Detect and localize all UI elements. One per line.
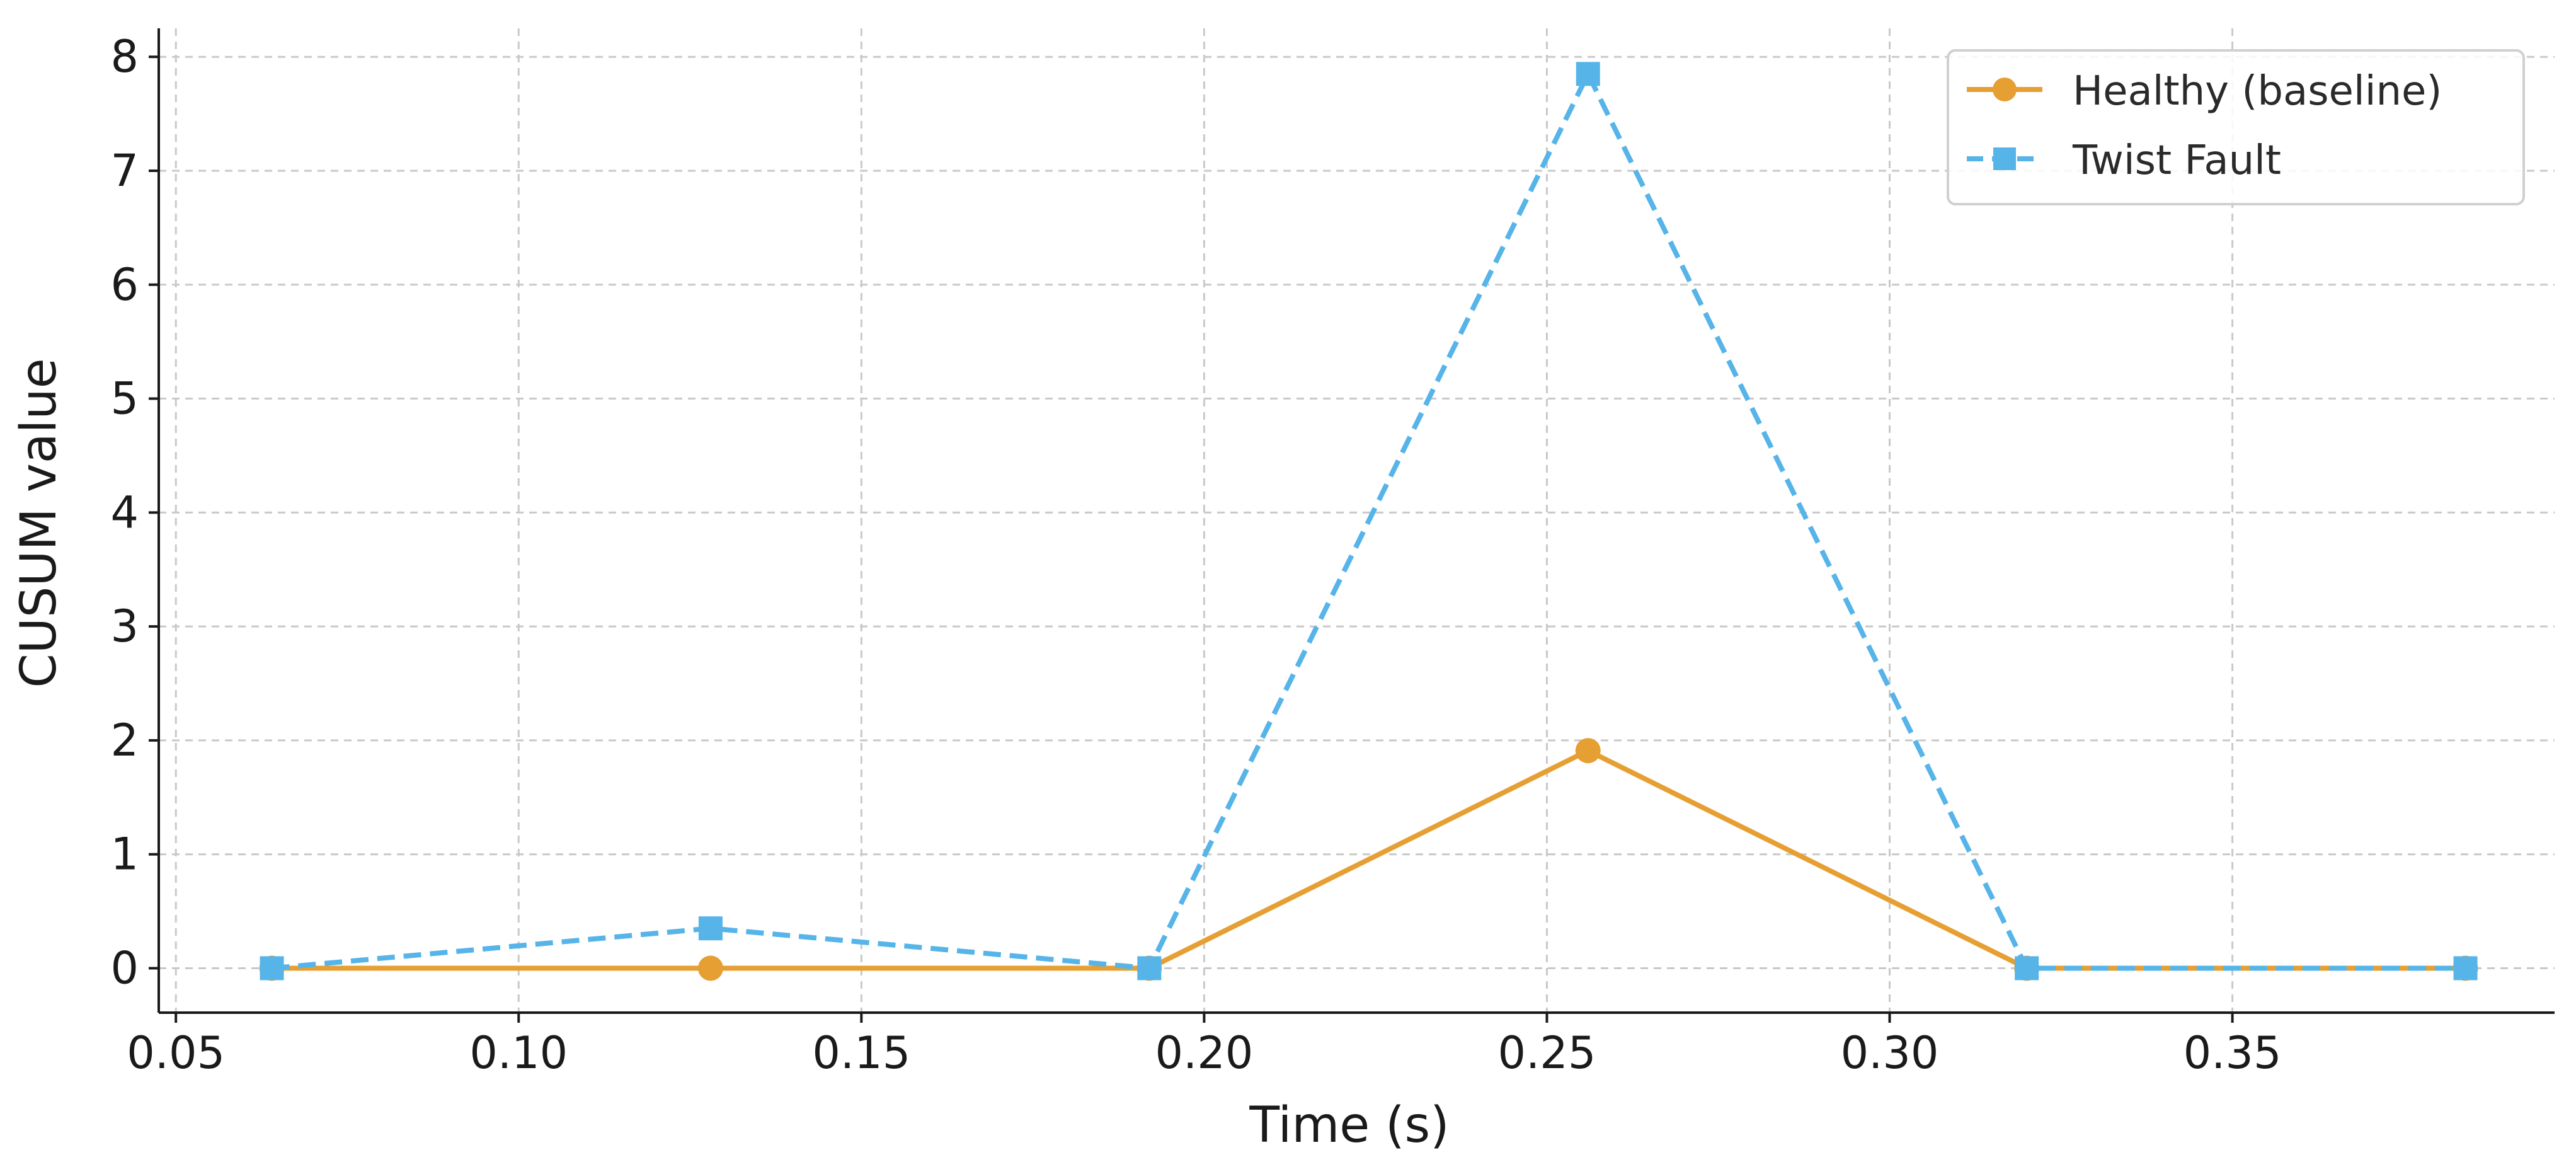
y-tick-label: 0: [110, 942, 139, 994]
legend-label: Healthy (baseline): [2073, 68, 2442, 115]
legend-marker: [1993, 78, 2017, 101]
y-tick-label: 1: [110, 829, 139, 880]
x-tick-label: 0.05: [127, 1027, 225, 1079]
data-point: [2015, 956, 2039, 981]
y-tick-label: 8: [110, 31, 139, 83]
y-tick-label: 5: [110, 373, 139, 425]
y-tick-label: 3: [110, 601, 139, 652]
x-tick-label: 0.10: [469, 1027, 568, 1079]
legend-item-1: Healthy (baseline): [1967, 68, 2442, 115]
data-point: [697, 955, 723, 981]
legend-label: Twist Fault: [2072, 137, 2281, 184]
data-point: [260, 956, 284, 981]
x-tick-label: 0.20: [1155, 1027, 1253, 1079]
y-tick-label: 7: [110, 145, 139, 197]
series-line: [272, 71, 2466, 971]
legend-item-2: Twist Fault: [1967, 137, 2281, 184]
x-tick-label: 0.25: [1498, 1027, 1596, 1079]
x-tick-label: 0.15: [812, 1027, 910, 1079]
data-point: [2453, 956, 2478, 981]
x-axis-label: Time (s): [1249, 1097, 1449, 1154]
legend-marker: [1993, 147, 2016, 170]
y-tick-label: 4: [110, 486, 139, 538]
data-point: [1137, 956, 1162, 981]
axes: 0.05 0.10 0.15 0.20 0.25 0.30 0.35 0 1 2 3 4 5 6 7 8: [110, 28, 2555, 1079]
x-tick-label: 0.35: [2184, 1027, 2282, 1079]
legend: Healthy (baseline) Twist Fault: [1947, 49, 2525, 205]
y-tick-label: 2: [110, 715, 139, 766]
data-point: [1575, 738, 1601, 764]
y-axis-label: CUSUM value: [11, 358, 67, 687]
series-2: [260, 62, 2478, 981]
data-point: [698, 916, 723, 941]
y-tick-label: 6: [110, 259, 139, 311]
legend-box: [1947, 49, 2525, 205]
x-tick-label: 0.30: [1841, 1027, 1939, 1079]
data-point: [1576, 62, 1600, 86]
grid: [159, 28, 2555, 1013]
series-group: [259, 62, 2478, 981]
